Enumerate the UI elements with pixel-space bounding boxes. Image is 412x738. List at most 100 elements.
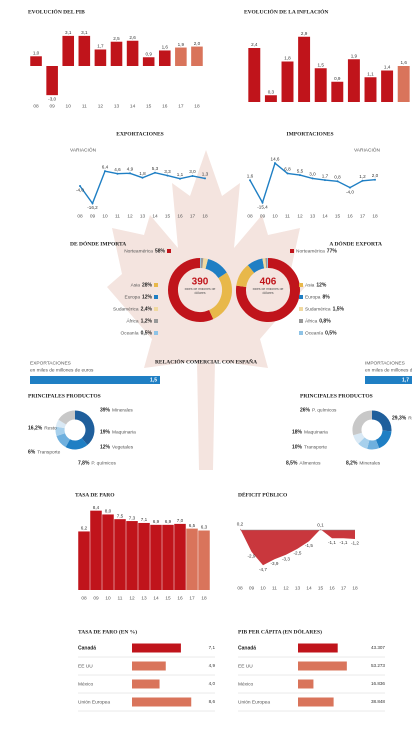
x-tick-label: 18 — [352, 585, 358, 591]
x-tick-label: 17 — [341, 585, 347, 591]
chart-subtitle: VARIACIÓN — [354, 146, 381, 153]
donut-segment — [247, 258, 265, 274]
point — [91, 202, 94, 205]
legend-value: 12% — [142, 294, 153, 300]
bar — [314, 68, 327, 102]
donut-total-label-box: Miles de millones de dólares — [253, 288, 284, 295]
bar — [248, 48, 261, 102]
value-label: 2,9 — [301, 31, 308, 36]
segment-label: Transporte — [304, 444, 327, 450]
segment-value: 7,8% — [78, 460, 90, 466]
donut-segment — [65, 437, 88, 450]
point — [129, 172, 131, 175]
donut-total-label-box: Miles de millones de dólares — [185, 288, 216, 295]
value-label: 2,0 — [372, 173, 379, 178]
bar — [78, 531, 90, 590]
bar — [94, 49, 107, 66]
value-label: -1,1 — [328, 540, 336, 545]
legend-label: África — [305, 317, 318, 324]
x-tick-label: 15 — [335, 213, 341, 219]
chart-title: EVOLUCIÓN DE LA INFLACIÓN — [244, 7, 328, 15]
segment-label: Maquinaria — [304, 429, 328, 435]
legend-value: 28% — [142, 282, 153, 288]
segment-label: Maquinaria — [112, 429, 136, 435]
x-tick-label: 08 — [77, 213, 83, 219]
bar — [364, 77, 377, 102]
x-tick-label: 10 — [102, 213, 108, 219]
x-tick-label: 09 — [90, 213, 96, 219]
value-label: -3,3 — [282, 556, 290, 561]
bar — [298, 679, 314, 689]
bar — [264, 95, 277, 102]
value-label: 6,4 — [102, 164, 109, 169]
legend-swatch — [167, 249, 171, 253]
meter-title: EXPORTACIONES — [30, 360, 71, 366]
value-label: 8,4 — [93, 505, 100, 510]
value-label: 1,6 — [162, 45, 169, 50]
legend-value: 77% — [327, 248, 338, 254]
legend-swatch — [299, 307, 303, 311]
point — [274, 162, 276, 165]
segment-value: 12% — [100, 444, 111, 450]
category-label: Canadá — [78, 645, 96, 651]
legend-swatch — [299, 295, 303, 299]
value-label: 1,8 — [139, 171, 146, 176]
value-label: 7,1 — [141, 517, 148, 522]
x-tick-label: 11 — [272, 585, 277, 591]
x-tick-label: 14 — [152, 213, 158, 219]
point — [204, 177, 206, 180]
legend-label: Asia — [305, 282, 315, 288]
legend-label: África — [126, 317, 139, 324]
bar — [298, 36, 311, 102]
bar — [397, 66, 410, 102]
legend-swatch — [299, 319, 303, 323]
x-tick-label: 13 — [310, 213, 316, 219]
bar — [132, 679, 160, 689]
legend-value: 8% — [322, 294, 330, 300]
value-label: -4,0 — [346, 189, 354, 194]
category-label: México — [238, 681, 254, 687]
point — [361, 179, 364, 182]
point — [141, 176, 144, 179]
value-label: 8,0 — [105, 509, 112, 514]
value-label: 5,5 — [297, 168, 304, 173]
value-label: -15,4 — [257, 204, 268, 209]
point — [336, 180, 339, 183]
legend-value: 0,5% — [325, 330, 337, 336]
bar — [186, 528, 198, 590]
x-tick-label: 12 — [127, 213, 133, 219]
x-tick-label: 13 — [295, 585, 301, 591]
value-label: 3,3 — [164, 169, 171, 174]
x-tick-label: 13 — [141, 595, 147, 601]
donut-segment — [208, 272, 232, 320]
legend-swatch — [299, 331, 303, 335]
value-label: 6,9 — [165, 519, 172, 524]
donut-total: 390 — [192, 277, 209, 288]
legend-value: 0,8% — [319, 318, 331, 324]
value-label: 3,0 — [309, 172, 316, 177]
meter-subtitle: en miles de millones de euros — [30, 367, 94, 373]
donut-segment — [375, 430, 392, 449]
value-label: 0,3 — [268, 89, 275, 94]
segment-value: 18% — [292, 429, 303, 435]
donut-segment — [367, 439, 380, 450]
meter-title: IMPORTACIONES — [365, 360, 405, 366]
chart-title: A DÓNDE EXPORTA — [329, 239, 382, 247]
x-tick-label: 15 — [146, 103, 152, 109]
chart-title: DÉFICIT PÚBLICO — [238, 490, 288, 498]
x-tick-label: 12 — [98, 103, 104, 109]
legend-swatch — [154, 283, 158, 287]
x-tick-label: 09 — [249, 585, 255, 591]
x-tick-label: 18 — [201, 595, 207, 601]
value-label: 1,8 — [284, 56, 291, 61]
value-label: -2,9 — [248, 553, 256, 558]
donut-segment — [55, 419, 67, 429]
x-tick-label: 15 — [165, 595, 171, 601]
donut-segment — [358, 437, 370, 449]
point — [191, 175, 194, 177]
x-tick-label: 16 — [162, 103, 168, 109]
bar — [110, 41, 123, 66]
legend-swatch — [154, 331, 158, 335]
legend-swatch — [154, 307, 158, 311]
value-label: 1,7 — [322, 173, 329, 178]
